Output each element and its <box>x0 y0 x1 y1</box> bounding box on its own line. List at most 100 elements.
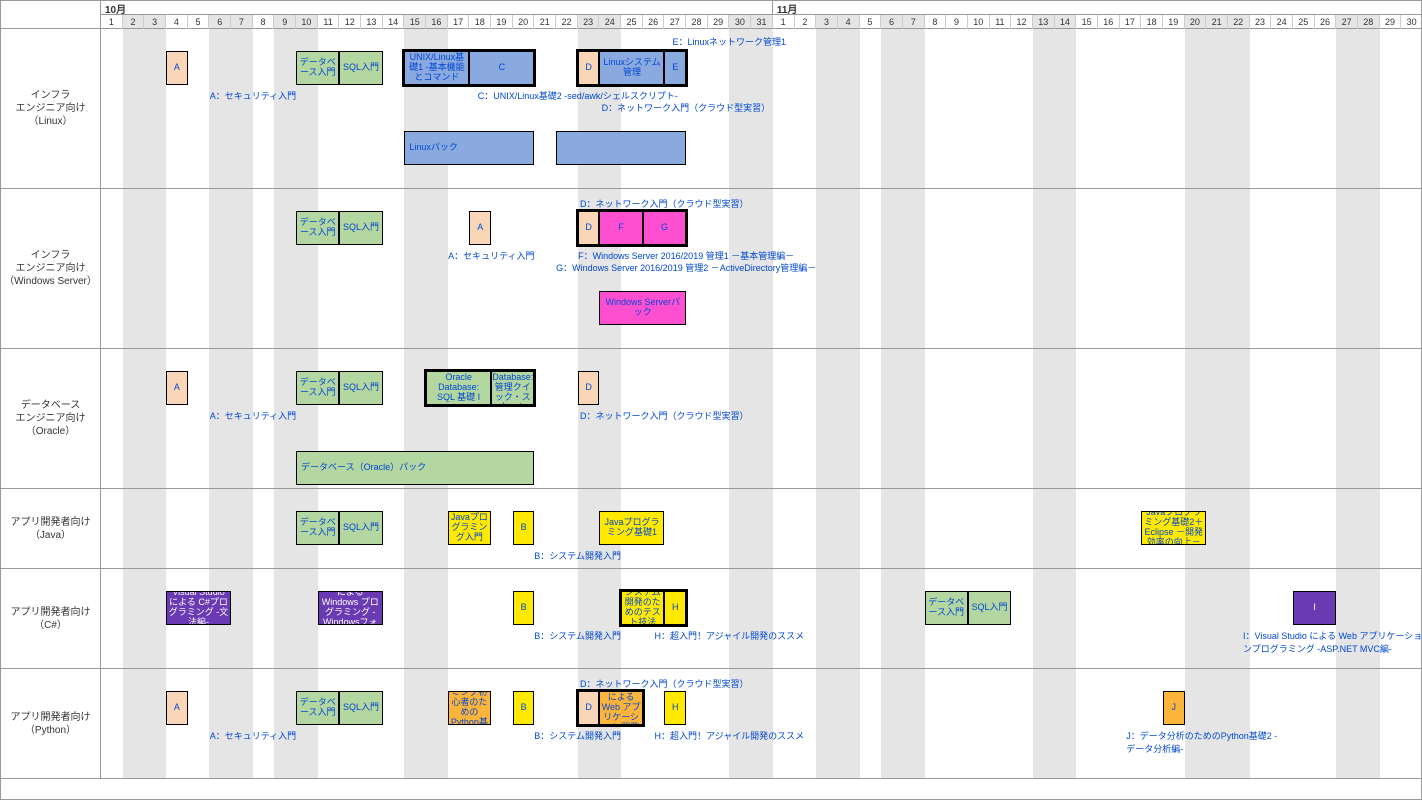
course-block[interactable]: Visual Studio による C#プログラミング -文法編- <box>166 591 231 625</box>
course-block[interactable]: D <box>578 51 600 85</box>
weekend-stripe <box>881 489 903 568</box>
weekend-stripe <box>1185 349 1207 488</box>
course-block[interactable]: SQL入門 <box>968 591 1011 625</box>
day-label: 25 <box>1293 15 1315 29</box>
course-block[interactable]: SQL入門 <box>339 371 382 405</box>
course-block[interactable]: A <box>469 211 491 245</box>
weekend-stripe <box>426 569 448 668</box>
course-caption[interactable]: D：ネットワーク入門（クラウド型実習） <box>602 101 771 114</box>
weekend-stripe <box>274 569 296 668</box>
weekend-stripe <box>816 569 838 668</box>
course-block[interactable]: Javaプログラミング入門 <box>448 511 491 545</box>
course-block[interactable]: Windows Serverパック <box>599 291 686 325</box>
day-label: 15 <box>1076 15 1098 29</box>
weekend-stripe <box>1206 669 1228 778</box>
weekend-stripe <box>1228 29 1250 188</box>
course-block[interactable]: データベース入門 <box>296 691 339 725</box>
course-block[interactable]: Linuxシステム管理 <box>599 51 664 85</box>
course-caption[interactable]: D：ネットワーク入門（クラウド型実習） <box>580 677 749 690</box>
course-caption[interactable]: A：セキュリティ入門 <box>448 249 534 262</box>
course-block[interactable]: SQL入門 <box>339 691 382 725</box>
course-block[interactable]: E <box>664 51 686 85</box>
course-block[interactable]: データベース入門 <box>296 511 339 545</box>
course-block[interactable]: プログラミング初心者のためのPython基礎 <box>448 691 491 725</box>
course-block[interactable]: データベース入門 <box>296 211 339 245</box>
course-block[interactable]: H <box>664 591 686 625</box>
day-label: 10 <box>296 15 318 29</box>
course-caption[interactable]: H：超入門！アジャイル開発のススメ <box>654 729 804 742</box>
weekend-stripe <box>1033 349 1055 488</box>
weekend-stripe <box>751 569 773 668</box>
course-caption[interactable]: H：超入門！アジャイル開発のススメ <box>654 629 804 642</box>
track-label: インフラ エンジニア向け （Linux） <box>1 29 101 188</box>
course-caption[interactable]: A：セキュリティ入門 <box>210 409 296 422</box>
course-block[interactable]: データベース入門 <box>925 591 968 625</box>
course-block[interactable]: C <box>469 51 534 85</box>
weekend-stripe <box>1358 349 1380 488</box>
weekend-stripe <box>1206 349 1228 488</box>
weekend-stripe <box>1336 189 1358 348</box>
course-block[interactable]: SQL入門 <box>339 51 382 85</box>
day-label: 29 <box>708 15 730 29</box>
course-block[interactable]: Linuxパック <box>404 131 534 165</box>
weekend-stripe <box>231 489 253 568</box>
weekend-stripe <box>1033 29 1055 188</box>
day-label: 22 <box>1228 15 1250 29</box>
course-caption[interactable]: A：セキュリティ入門 <box>210 729 296 742</box>
course-block[interactable]: SQL入門 <box>339 511 382 545</box>
course-caption[interactable]: A：セキュリティ入門 <box>210 89 296 102</box>
course-block[interactable]: Oracle Database: SQL 基礎 I <box>426 371 491 405</box>
course-block[interactable]: H <box>664 691 686 725</box>
course-block[interactable]: B <box>513 691 535 725</box>
course-block[interactable]: UNIX/Linux基礎1 -基本機能とコマンド <box>404 51 469 85</box>
course-block[interactable]: G <box>643 211 686 245</box>
month-label: 11月 <box>773 1 1422 15</box>
weekend-stripe <box>1055 29 1077 188</box>
course-block[interactable]: A <box>166 691 188 725</box>
course-block[interactable]: データベース（Oracle）パック <box>296 451 534 485</box>
course-block[interactable]: A <box>166 371 188 405</box>
course-block[interactable]: B <box>513 591 535 625</box>
weekend-stripe <box>1336 29 1358 188</box>
course-caption[interactable]: G：Windows Server 2016/2019 管理2 －ActiveDi… <box>556 261 816 274</box>
course-caption[interactable]: B：システム開発入門 <box>534 629 621 642</box>
day-label: 19 <box>1163 15 1185 29</box>
course-block[interactable]: D <box>578 371 600 405</box>
day-label: 16 <box>426 15 448 29</box>
day-label: 18 <box>1141 15 1163 29</box>
course-block[interactable]: システム開発のためのテスト技法 <box>621 591 664 625</box>
day-label: 8 <box>925 15 947 29</box>
course-block[interactable]: F <box>599 211 642 245</box>
course-block[interactable]: Oracle Database: 管理クイック・スタート <box>491 371 534 405</box>
course-caption[interactable]: B：システム開発入門 <box>534 549 621 562</box>
weekend-stripe <box>209 189 231 348</box>
course-caption[interactable]: D：ネットワーク入門（クラウド型実習） <box>580 197 749 210</box>
day-label: 12 <box>1011 15 1033 29</box>
day-label: 13 <box>1033 15 1055 29</box>
course-block[interactable]: B <box>513 511 535 545</box>
day-label: 5 <box>860 15 882 29</box>
course-block[interactable]: データベース入門 <box>296 51 339 85</box>
course-block[interactable]: D <box>578 211 600 245</box>
weekend-stripe <box>231 29 253 188</box>
course-block[interactable]: Python による Web アプリケーション開発 <box>599 691 642 725</box>
course-block[interactable]: データベース入門 <box>296 371 339 405</box>
course-caption[interactable]: B：システム開発入門 <box>534 729 621 742</box>
course-block[interactable]: J <box>1163 691 1185 725</box>
course-block[interactable]: D <box>578 691 600 725</box>
course-caption[interactable]: E：Linuxネットワーク管理1 <box>672 35 786 48</box>
course-block[interactable]: Visual Studio による Windows プログラミング -Windo… <box>318 591 383 625</box>
course-block[interactable]: Javaプログラミング基礎1 <box>599 511 664 545</box>
weekend-stripe <box>426 669 448 778</box>
course-caption[interactable]: D：ネットワーク入門（クラウド型実習） <box>580 409 749 422</box>
course-caption[interactable]: I：Visual Studio による Web アプリケーションプログラミング … <box>1243 629 1422 655</box>
weekend-stripe <box>816 29 838 188</box>
course-block[interactable] <box>556 131 686 165</box>
weekend-stripe <box>1358 29 1380 188</box>
course-block[interactable]: A <box>166 51 188 85</box>
course-block[interactable]: I <box>1293 591 1336 625</box>
course-caption[interactable]: J：データ分析のためのPython基礎2 -データ分析編- <box>1126 729 1286 755</box>
course-block[interactable]: SQL入門 <box>339 211 382 245</box>
course-block[interactable]: Javaプログラミング基礎2＋Eclipse －開発効率の向上－ <box>1141 511 1206 545</box>
weekend-stripe <box>404 189 426 348</box>
